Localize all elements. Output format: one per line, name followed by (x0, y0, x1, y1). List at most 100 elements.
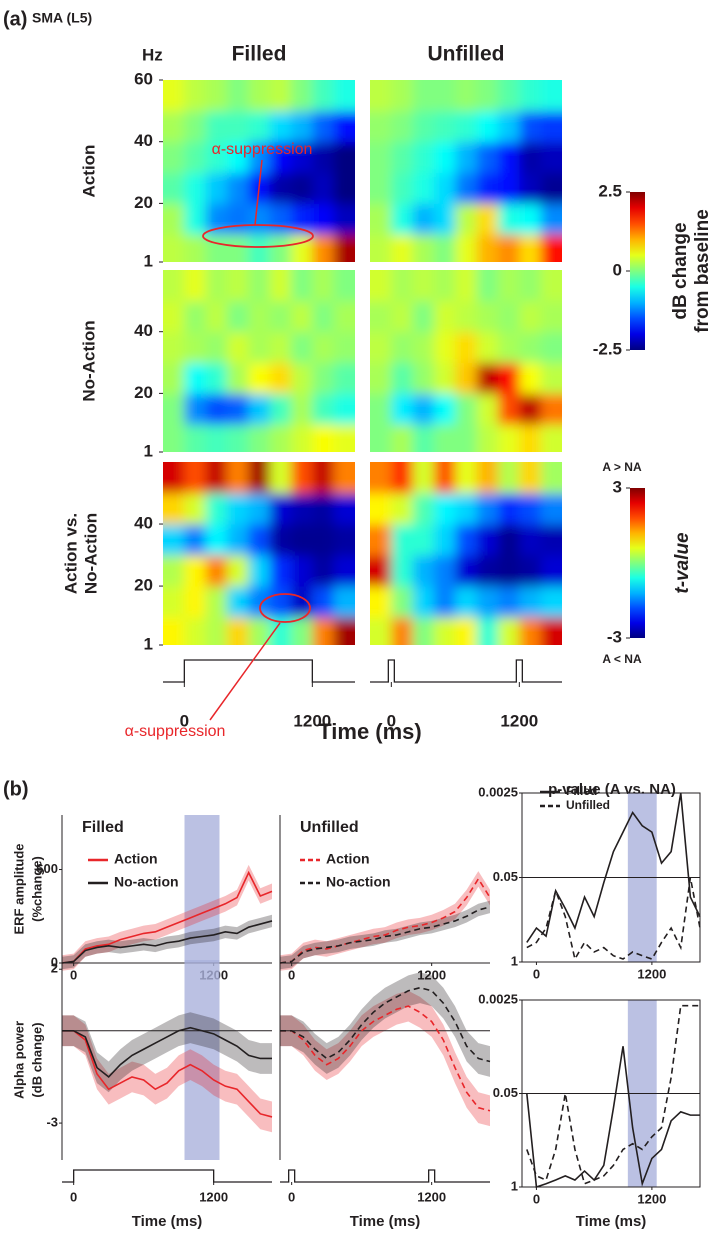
heatmap-cell (476, 270, 499, 302)
heatmap-cell (333, 555, 355, 587)
heatmap-cell (248, 110, 271, 143)
heatmap-cell (333, 586, 355, 618)
heatmap-cells (370, 80, 562, 262)
heatmap-cell (391, 80, 414, 112)
heatmap-cell (333, 393, 355, 425)
heatmap-cell (269, 362, 292, 394)
stimulus-trace (280, 1169, 490, 1183)
heatmap-cell (391, 331, 414, 364)
heatmap-cell (333, 617, 355, 645)
heatmap-cell (519, 362, 542, 394)
heatmap-cell (184, 110, 207, 143)
heatmap-cell (163, 524, 185, 556)
heatmap-cell (498, 362, 520, 394)
heatmap-cell (498, 555, 520, 587)
heatmap-cell (455, 110, 478, 143)
x-axis-label: Time (ms) (576, 1213, 647, 1230)
heatmap-cell (163, 203, 185, 235)
y-tick-label: 0.0025 (478, 991, 518, 1006)
region-label: SMA (L5) (32, 10, 92, 26)
error-band (62, 1015, 272, 1133)
heatmap-cell (455, 462, 478, 494)
heatmap-cell (291, 203, 313, 235)
heatmap-cells (163, 270, 355, 452)
heatmap-cell (269, 110, 292, 143)
heatmap-cell (227, 80, 249, 112)
heatmap-cell (519, 493, 542, 525)
heatmap-cell (476, 617, 499, 645)
heatmap-cell (184, 424, 207, 452)
row-label: No-Action (79, 320, 98, 401)
row-label: Action vs. (61, 513, 80, 594)
heatmap-cell (333, 424, 355, 452)
heatmap-cell (370, 80, 392, 112)
series-line (526, 1046, 700, 1189)
heatmap-cell (412, 270, 435, 302)
heatmap-cell (291, 555, 313, 587)
heatmap-cell (498, 141, 520, 174)
colorbar-tick-label: 3 (613, 477, 622, 496)
heatmap-cell (333, 172, 355, 204)
highlight-band (184, 960, 220, 1160)
heatmap-cell (227, 234, 249, 262)
y-tick-label: 1 (144, 251, 153, 270)
heatmap-cell (269, 586, 292, 618)
heatmap-cell (269, 524, 292, 556)
heatmap-cell (434, 617, 456, 645)
colorbar-label: from baseline (692, 209, 709, 333)
heatmap (370, 462, 562, 645)
heatmap-cell (412, 172, 435, 204)
heatmap-cell (498, 393, 520, 425)
heatmap-cell (163, 617, 185, 645)
x-tick-label: 1200 (637, 966, 666, 981)
heatmap-cell (455, 393, 478, 425)
heatmap-cell (333, 524, 355, 556)
heatmap-cell (291, 393, 313, 425)
error-band (280, 990, 490, 1127)
y-tick-label: 0.05 (493, 869, 518, 884)
heatmap-cell (498, 80, 520, 112)
heatmap-cell (476, 493, 499, 525)
y-tick-label: 40 (134, 321, 153, 340)
series-line (279, 877, 491, 964)
x-axis-label: Time (ms) (132, 1213, 203, 1230)
heatmap-cell (163, 555, 185, 587)
series-line (61, 920, 273, 964)
heatmap-cell (205, 586, 228, 618)
y-axis-label: (%change) (29, 856, 44, 922)
heatmap-cell (519, 80, 542, 112)
heatmap-cell (391, 493, 414, 525)
x-tick-label: 0 (70, 967, 77, 982)
heatmap-cell (540, 300, 562, 333)
annotation-ellipse (259, 593, 311, 623)
heatmap-cell (519, 172, 542, 204)
heatmap-cell (312, 80, 335, 112)
heatmap-cell (434, 524, 456, 556)
annotations: α-suppression α-suppression (125, 141, 314, 740)
heatmap-cell (370, 586, 392, 618)
heatmap-cell (205, 80, 228, 112)
heatmap-cell (184, 362, 207, 394)
heatmap-cell (312, 331, 335, 364)
heatmap-cell (519, 424, 542, 452)
heatmap-cell (498, 234, 520, 262)
heatmap-cell (312, 270, 335, 302)
heatmap-cell (498, 172, 520, 204)
heatmap-cell (519, 203, 542, 235)
heatmap-cell (434, 110, 456, 143)
heatmap-cell (391, 234, 414, 262)
heatmap-cells (370, 462, 562, 645)
heatmap (370, 80, 562, 262)
heatmap-cell (184, 462, 207, 494)
heatmap-cell (163, 493, 185, 525)
heatmap-cell (291, 462, 313, 494)
heatmap-cell (205, 462, 228, 494)
heatmap-cell (476, 524, 499, 556)
y-axis-label: ERF amplitude (11, 843, 26, 934)
heatmap-cells (163, 462, 355, 645)
heatmap-cell (333, 203, 355, 235)
heatmap-cell (391, 524, 414, 556)
heatmap-cell (540, 617, 562, 645)
heatmap-cell (391, 141, 414, 174)
heatmap-cell (248, 617, 271, 645)
